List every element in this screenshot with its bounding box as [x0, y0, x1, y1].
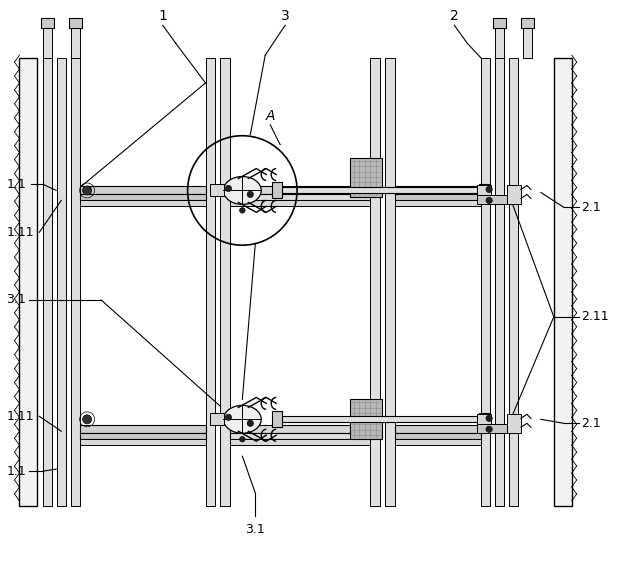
Bar	[394, 194, 481, 201]
Bar	[495, 19, 504, 58]
Circle shape	[225, 414, 231, 420]
Bar	[230, 433, 369, 439]
Bar	[69, 19, 82, 28]
Bar	[80, 425, 205, 433]
Bar	[272, 183, 282, 198]
Circle shape	[239, 207, 245, 213]
Text: 3: 3	[281, 10, 289, 23]
Bar	[80, 439, 205, 445]
Bar	[507, 414, 521, 433]
Bar	[495, 58, 504, 506]
Text: 1.11: 1.11	[6, 410, 34, 423]
Bar	[493, 19, 506, 28]
Text: 3.1: 3.1	[246, 523, 265, 536]
Bar	[220, 58, 230, 506]
Bar	[477, 196, 512, 205]
Bar	[280, 416, 481, 422]
Text: 2: 2	[450, 10, 458, 23]
Bar	[521, 19, 534, 28]
Bar	[479, 413, 489, 425]
Bar	[205, 58, 215, 506]
Text: 1.1: 1.1	[6, 465, 26, 478]
Text: 2.1: 2.1	[581, 417, 600, 430]
Bar	[80, 194, 205, 201]
Circle shape	[486, 415, 492, 422]
Bar	[554, 58, 572, 506]
Circle shape	[247, 191, 254, 198]
Circle shape	[83, 415, 91, 424]
Bar	[394, 201, 481, 206]
Bar	[230, 194, 369, 201]
Text: 1.11: 1.11	[6, 226, 34, 239]
Text: 1.1: 1.1	[6, 178, 26, 191]
Bar	[210, 184, 225, 197]
Text: A: A	[266, 109, 275, 123]
Bar	[71, 58, 80, 506]
Bar	[523, 19, 532, 58]
Bar	[481, 58, 490, 506]
Bar	[394, 439, 481, 445]
Bar	[80, 187, 205, 194]
Text: 1: 1	[158, 10, 167, 23]
Bar	[44, 19, 52, 58]
Bar	[230, 187, 369, 194]
Bar	[80, 201, 205, 206]
Ellipse shape	[223, 405, 261, 433]
Bar	[44, 58, 52, 506]
Bar	[230, 425, 369, 433]
Bar	[479, 184, 489, 197]
Bar	[19, 58, 37, 506]
Circle shape	[239, 437, 245, 442]
Bar	[57, 58, 66, 506]
Text: 2.11: 2.11	[581, 310, 608, 323]
Bar	[477, 185, 491, 196]
Bar	[394, 425, 481, 433]
Bar	[394, 187, 481, 194]
Circle shape	[247, 420, 254, 427]
Bar	[272, 411, 282, 427]
Bar	[394, 433, 481, 439]
Bar	[350, 400, 382, 439]
Bar	[369, 58, 379, 506]
Bar	[230, 201, 369, 206]
Bar	[350, 157, 382, 197]
Bar	[280, 188, 481, 193]
Ellipse shape	[223, 176, 261, 205]
Bar	[477, 424, 512, 433]
Bar	[80, 433, 205, 439]
Bar	[71, 19, 80, 58]
Text: 3.1: 3.1	[6, 293, 26, 306]
Circle shape	[83, 186, 91, 195]
Circle shape	[486, 197, 492, 203]
Bar	[230, 439, 369, 445]
Bar	[384, 58, 394, 506]
Circle shape	[486, 426, 492, 432]
Circle shape	[225, 185, 231, 192]
Bar	[210, 413, 225, 425]
Bar	[507, 185, 521, 205]
Bar	[509, 58, 518, 506]
Bar	[41, 19, 54, 28]
Text: 2.1: 2.1	[581, 201, 600, 214]
Bar	[477, 414, 491, 424]
Circle shape	[486, 186, 492, 193]
